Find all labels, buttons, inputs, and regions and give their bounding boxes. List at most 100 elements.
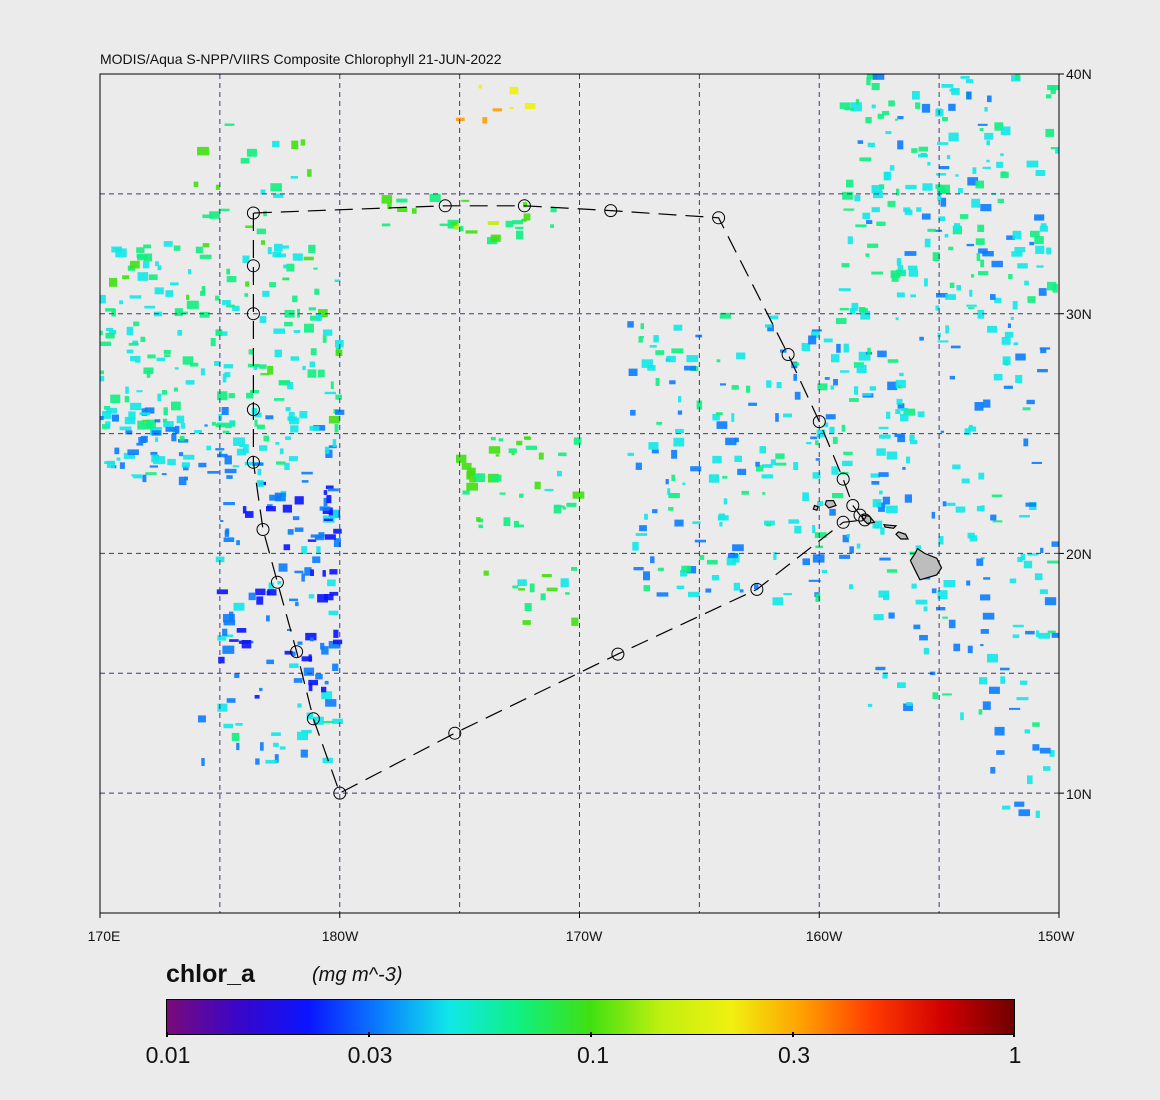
- chlorophyll-pixel: [439, 223, 451, 226]
- chlorophyll-pixel: [332, 718, 343, 724]
- chlorophyll-pixel: [984, 132, 994, 140]
- chlorophyll-pixel: [487, 221, 499, 225]
- chlorophyll-pixel: [902, 466, 906, 470]
- chlorophyll-pixel: [1019, 515, 1030, 518]
- chlorophyll-pixel: [863, 393, 872, 396]
- chlorophyll-pixel: [220, 520, 224, 522]
- chlorophyll-pixel: [841, 263, 850, 268]
- chlorophyll-pixel: [712, 413, 720, 421]
- chlorophyll-pixel: [965, 79, 974, 84]
- chlorophyll-pixel: [253, 364, 258, 370]
- chlorophyll-pixel: [990, 514, 997, 521]
- chlorophyll-pixel: [888, 100, 895, 107]
- chlorophyll-pixel: [224, 455, 232, 465]
- chlorophyll-pixel: [521, 218, 527, 222]
- chlorophyll-pixel: [183, 465, 189, 471]
- chlorophyll-pixel: [824, 377, 830, 380]
- chlorophyll-pixel: [396, 198, 408, 203]
- chlorophyll-pixel: [825, 414, 836, 420]
- chlorophyll-pixel: [236, 628, 247, 633]
- chlorophyll-pixel: [153, 456, 165, 465]
- chlorophyll-pixel: [720, 383, 726, 386]
- chlorophyll-pixel: [330, 381, 334, 389]
- chlorophyll-pixel: [640, 323, 644, 330]
- chlorophyll-pixel: [673, 324, 683, 331]
- chlorophyll-pixel: [328, 415, 340, 424]
- chlorophyll-pixel: [1011, 251, 1023, 257]
- chlorophyll-pixel: [1036, 630, 1040, 638]
- chlorophyll-pixel: [321, 686, 327, 693]
- station-marker: [604, 204, 618, 218]
- chlorophyll-pixel: [677, 410, 683, 415]
- chlorophyll-pixel: [857, 140, 864, 144]
- chlorophyll-pixel: [171, 401, 181, 411]
- chlorophyll-pixel: [326, 495, 332, 504]
- chlorophyll-pixel: [802, 558, 810, 566]
- chlorophyll-pixel: [215, 184, 220, 190]
- chlorophyll-pixel: [222, 645, 235, 654]
- chlorophyll-pixel: [223, 723, 233, 729]
- chlorophyll-pixel: [910, 439, 918, 445]
- chlorophyll-pixel: [147, 354, 156, 359]
- chlorophyll-pixel: [671, 449, 678, 459]
- chlorophyll-pixel: [100, 375, 105, 382]
- chlorophyll-pixel: [222, 373, 227, 383]
- chlorophyll-pixel: [896, 292, 905, 298]
- chlorophyll-pixel: [734, 455, 742, 462]
- chlorophyll-pixel: [984, 107, 988, 112]
- chlorophyll-pixel: [274, 398, 285, 401]
- chlorophyll-pixel: [223, 620, 236, 626]
- chlorophyll-pixel: [879, 557, 891, 561]
- station-marker: [448, 726, 462, 740]
- chlorophyll-pixel: [793, 373, 797, 381]
- chlorophyll-pixel: [706, 559, 718, 565]
- chlorophyll-pixel: [696, 400, 703, 410]
- chlorophyll-pixel: [1008, 274, 1013, 280]
- chlorophyll-pixel: [224, 372, 231, 378]
- chlorophyll-pixel: [242, 506, 247, 514]
- chlorophyll-pixel: [217, 635, 227, 641]
- chlorophyll-pixel: [644, 513, 648, 520]
- chlorophyll-pixel: [478, 84, 482, 89]
- chlorophyll-pixel: [144, 305, 156, 309]
- chlorophyll-pixel: [896, 188, 900, 196]
- chlorophyll-pixel: [728, 553, 738, 559]
- chlorophyll-pixel: [949, 375, 955, 380]
- chlorophyll-pixel: [306, 712, 313, 720]
- chlorophyll-pixel: [259, 364, 267, 369]
- graticule: [100, 74, 1059, 913]
- chlorophyll-pixel: [102, 411, 112, 419]
- chlorophyll-pixel: [126, 349, 134, 354]
- chlorophyll-pixel: [279, 380, 291, 384]
- chlorophyll-pixel: [847, 236, 853, 245]
- chlorophyll-pixel: [897, 682, 906, 688]
- chlorophyll-pixel: [910, 294, 916, 298]
- chlorophyll-pixel: [975, 238, 985, 245]
- chlorophyll-pixel: [335, 349, 343, 357]
- chlorophyll-pixel: [684, 365, 696, 371]
- chlorophyll-pixel: [292, 516, 300, 521]
- chlorophyll-pixel: [274, 754, 279, 763]
- chlorophyll-pixel: [1030, 230, 1040, 238]
- chlorophyll-pixel: [126, 326, 134, 336]
- chlorophyll-pixel: [256, 480, 264, 487]
- chlorophyll-pixel: [731, 413, 735, 422]
- chlorophyll-pixel: [310, 569, 314, 576]
- chlorophyll-pixel: [235, 723, 243, 726]
- chlorophyll-pixel: [509, 106, 514, 109]
- station-marker: [858, 513, 872, 527]
- chlorophyll-pixel: [976, 253, 981, 261]
- chlorophyll-pixel: [282, 245, 289, 249]
- chlorophyll-pixel: [1027, 775, 1033, 785]
- chlorophyll-pixel: [266, 506, 276, 512]
- chlorophyll-pixel: [492, 108, 503, 112]
- chlorophyll-pixel: [279, 746, 286, 750]
- chlorophyll-pixel: [867, 347, 871, 356]
- chlorophyll-pixel: [1045, 128, 1055, 137]
- chlorophyll-pixel: [885, 131, 892, 135]
- chlorophyll-pixel: [815, 458, 820, 461]
- chlorophyll-pixel: [202, 214, 213, 219]
- chlorophyll-pixel: [309, 425, 320, 431]
- chlorophyll-pixel: [769, 315, 779, 320]
- chlorophyll-pixel: [397, 207, 408, 212]
